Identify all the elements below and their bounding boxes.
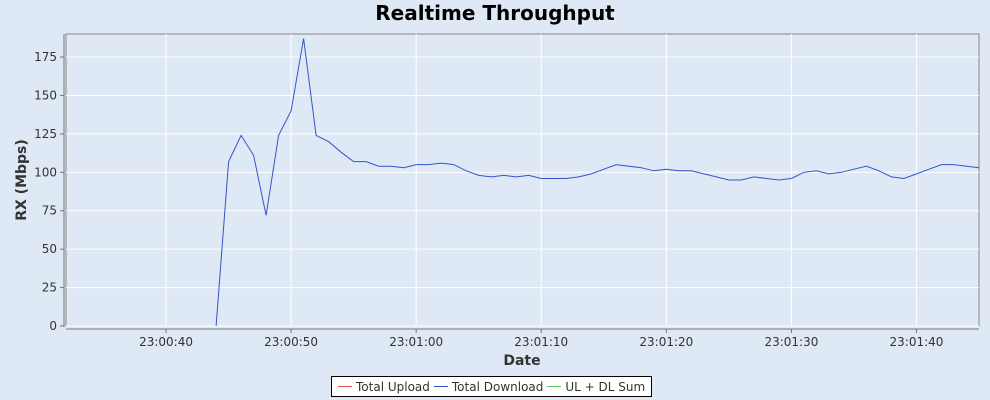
x-tick-label: 23:01:20 [639,335,693,349]
x-tick-label: 23:01:00 [389,335,443,349]
legend-item-total-download: Total Download [433,379,544,394]
y-tick-label: 150 [34,88,57,102]
axes [63,34,979,330]
legend: Total Upload Total Download UL + DL Sum [331,376,653,397]
y-tick-label: 25 [42,281,57,295]
y-axis-title: RX (Mbps) [14,139,30,221]
y-tick-label: 0 [49,319,57,333]
grid [66,34,979,327]
x-tick-label: 23:00:40 [139,335,193,349]
legend-item-total-upload: Total Upload [338,380,430,394]
x-ticks: 23:00:40 23:00:50 23:01:00 23:01:10 23:01:20… [139,329,943,349]
legend-item-ul-dl-sum: UL + DL Sum [547,380,645,394]
y-ticks: 0 25 50 75 100 125 150 175 [34,50,64,333]
x-tick-label: 23:01:10 [514,335,568,349]
y-tick-label: 50 [42,242,57,256]
legend-swatch-total-upload [338,386,352,387]
x-tick-label: 23:01:30 [764,335,818,349]
y-tick-label: 100 [34,165,57,179]
legend-swatch-total-download [433,386,448,387]
legend-label-ul-dl-sum: UL + DL Sum [565,379,646,394]
series-lines [215,38,980,327]
legend-label-total-download: Total Download [451,379,544,394]
legend-label-total-upload: Total Upload [356,379,430,394]
plot-area [65,33,980,327]
x-tick-label: 23:00:50 [264,335,318,349]
series-line-1 [215,38,980,327]
y-tick-label: 75 [42,204,57,218]
chart-title: Realtime Throughput [375,1,615,25]
x-axis-title: Date [503,353,540,369]
y-tick-label: 125 [34,127,57,141]
x-tick-label: 23:01:40 [890,335,944,349]
y-tick-label: 175 [34,50,57,64]
legend-swatch-ul-dl-sum [547,386,562,387]
